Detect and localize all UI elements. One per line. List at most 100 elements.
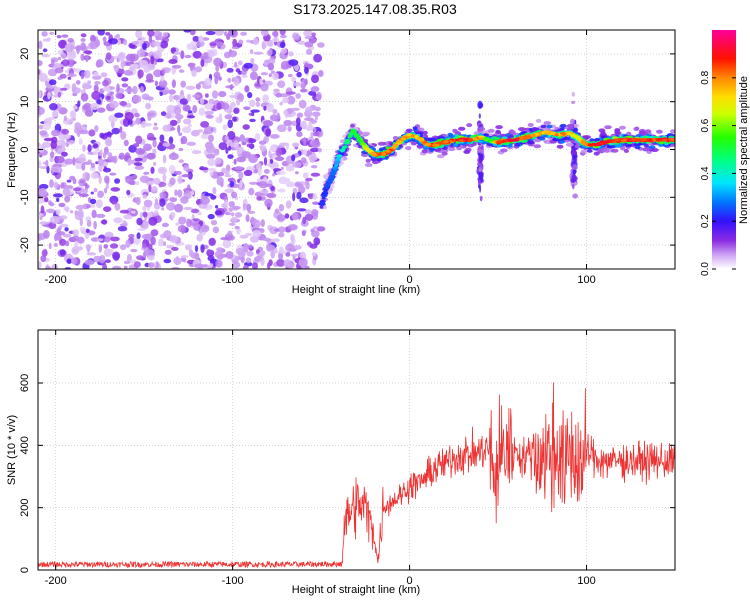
noise-speck [148, 216, 158, 226]
noise-speck [211, 90, 219, 99]
noise-speck [310, 86, 320, 93]
noise-speck [104, 259, 111, 264]
noise-speck [143, 143, 152, 152]
snr-y-label: SNR (10 * v/v) [6, 415, 18, 485]
noise-speck [146, 132, 155, 141]
noise-speck [183, 206, 194, 211]
streak-speck [479, 195, 483, 202]
noise-speck [159, 134, 165, 142]
noise-speck [114, 64, 119, 73]
noise-speck [279, 93, 289, 98]
noise-speck [66, 73, 77, 78]
noise-speck [279, 246, 284, 254]
streak-speck [571, 174, 577, 183]
noise-speck [114, 202, 121, 211]
noise-speck [70, 210, 74, 214]
noise-speck [58, 226, 62, 230]
ridge-speck [593, 151, 600, 156]
ridge-speck [350, 124, 355, 128]
ridge-speck [532, 133, 536, 137]
noise-speck [173, 51, 181, 56]
noise-speck [305, 177, 313, 182]
noise-speck [272, 37, 279, 43]
ridge-speck [589, 138, 595, 142]
noise-speck [278, 176, 288, 185]
noise-speck [198, 107, 206, 116]
noise-speck [114, 178, 121, 184]
noise-speck [54, 62, 61, 68]
noise-speck [229, 102, 236, 108]
noise-speck [52, 109, 59, 118]
noise-speck [164, 249, 172, 255]
ridge-speck [406, 133, 412, 137]
noise-speck [233, 140, 240, 150]
noise-speck [79, 218, 84, 227]
noise-speck [285, 181, 296, 188]
noise-speck [72, 104, 78, 110]
noise-speck [105, 95, 111, 101]
noise-speck [286, 95, 296, 105]
noise-speck [178, 132, 183, 136]
snr-ticks: -200 -100 0 100 0 200 400 600 [19, 330, 675, 587]
ridge-speck [365, 158, 371, 163]
ridge-speck [436, 154, 445, 159]
ridge-speck [620, 146, 626, 151]
noise-speck [247, 92, 253, 99]
noise-speck [102, 263, 107, 269]
noise-speck [64, 43, 74, 53]
noise-speck [259, 78, 263, 86]
noise-speck [166, 111, 171, 115]
noise-speck [93, 84, 99, 94]
noise-speck [110, 236, 120, 242]
noise-speck [243, 106, 251, 110]
noise-speck [162, 69, 166, 75]
noise-speck [110, 120, 115, 129]
noise-speck [237, 60, 243, 66]
noise-speck [143, 199, 153, 208]
noise-speck [61, 52, 67, 59]
y-tick-label: -20 [19, 237, 31, 253]
noise-speck [123, 139, 129, 147]
ridge-speck [412, 126, 418, 130]
noise-speck [124, 88, 135, 93]
noise-speck [175, 222, 180, 226]
noise-speck [295, 93, 301, 99]
noise-speck [200, 196, 211, 205]
noise-speck [300, 121, 307, 129]
ridge-speck [543, 121, 552, 126]
noise-speck [109, 248, 114, 255]
noise-speck [84, 110, 94, 117]
ridge-speck [500, 148, 508, 153]
noise-speck [218, 113, 223, 122]
noise-speck [309, 155, 316, 163]
noise-speck [272, 30, 279, 37]
noise-speck [96, 238, 104, 242]
noise-speck [38, 124, 44, 130]
noise-speck [245, 257, 252, 264]
noise-speck [57, 231, 66, 236]
noise-speck [93, 220, 97, 230]
noise-speck [191, 129, 200, 137]
noise-speck [275, 156, 285, 161]
noise-speck [288, 51, 294, 57]
noise-speck [126, 189, 131, 196]
noise-speck [254, 132, 261, 141]
noise-speck [208, 237, 216, 246]
noise-speck [134, 157, 143, 162]
noise-speck [245, 214, 250, 223]
noise-speck [223, 31, 228, 37]
noise-speck [209, 42, 217, 47]
noise-speck [162, 124, 171, 132]
streak-speck [477, 100, 483, 109]
noise-speck [118, 152, 125, 160]
noise-speck [178, 147, 184, 152]
noise-speck [241, 70, 247, 76]
noise-speck [312, 201, 320, 205]
noise-speck [123, 260, 131, 265]
streak-speck [478, 146, 482, 153]
noise-speck [135, 117, 142, 125]
ridge-speck [320, 201, 325, 205]
noise-speck [135, 148, 146, 155]
noise-speck [45, 159, 49, 168]
noise-speck [134, 165, 145, 170]
